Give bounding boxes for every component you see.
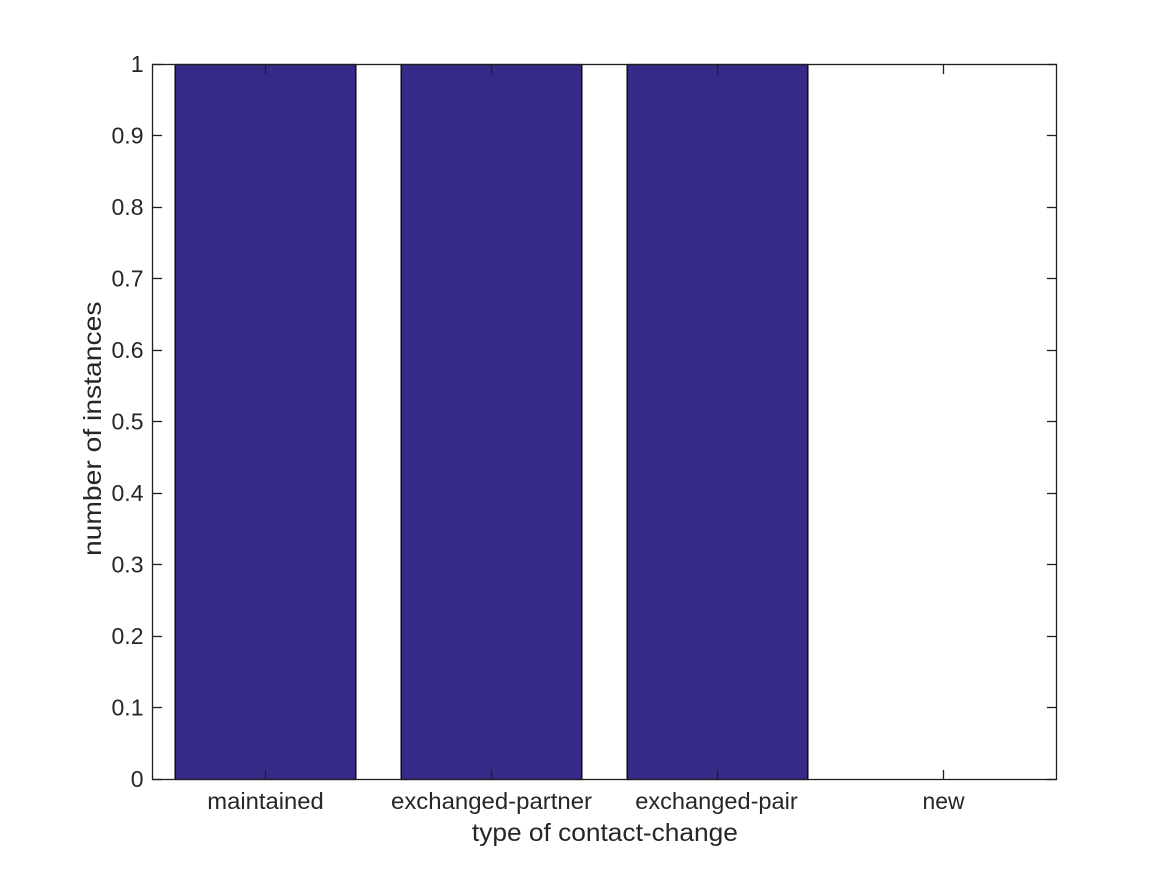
svg-text:maintained: maintained [207, 788, 324, 814]
svg-text:0.3: 0.3 [112, 552, 144, 578]
svg-text:0.2: 0.2 [112, 623, 144, 649]
svg-text:0.1: 0.1 [112, 695, 144, 721]
svg-text:0.5: 0.5 [112, 409, 144, 435]
svg-text:0.6: 0.6 [112, 337, 144, 363]
svg-text:0.4: 0.4 [112, 480, 144, 506]
svg-text:new: new [923, 788, 965, 814]
svg-text:number of instances: number of instances [79, 302, 107, 557]
svg-text:exchanged-pair: exchanged-pair [635, 788, 798, 814]
svg-text:0.9: 0.9 [112, 123, 144, 149]
svg-text:1: 1 [131, 51, 144, 77]
svg-text:0.7: 0.7 [112, 266, 144, 292]
svg-text:exchanged-partner: exchanged-partner [391, 788, 592, 814]
svg-text:0.8: 0.8 [112, 194, 144, 220]
svg-text:type of contact-change: type of contact-change [472, 819, 738, 847]
svg-text:0: 0 [131, 766, 144, 792]
